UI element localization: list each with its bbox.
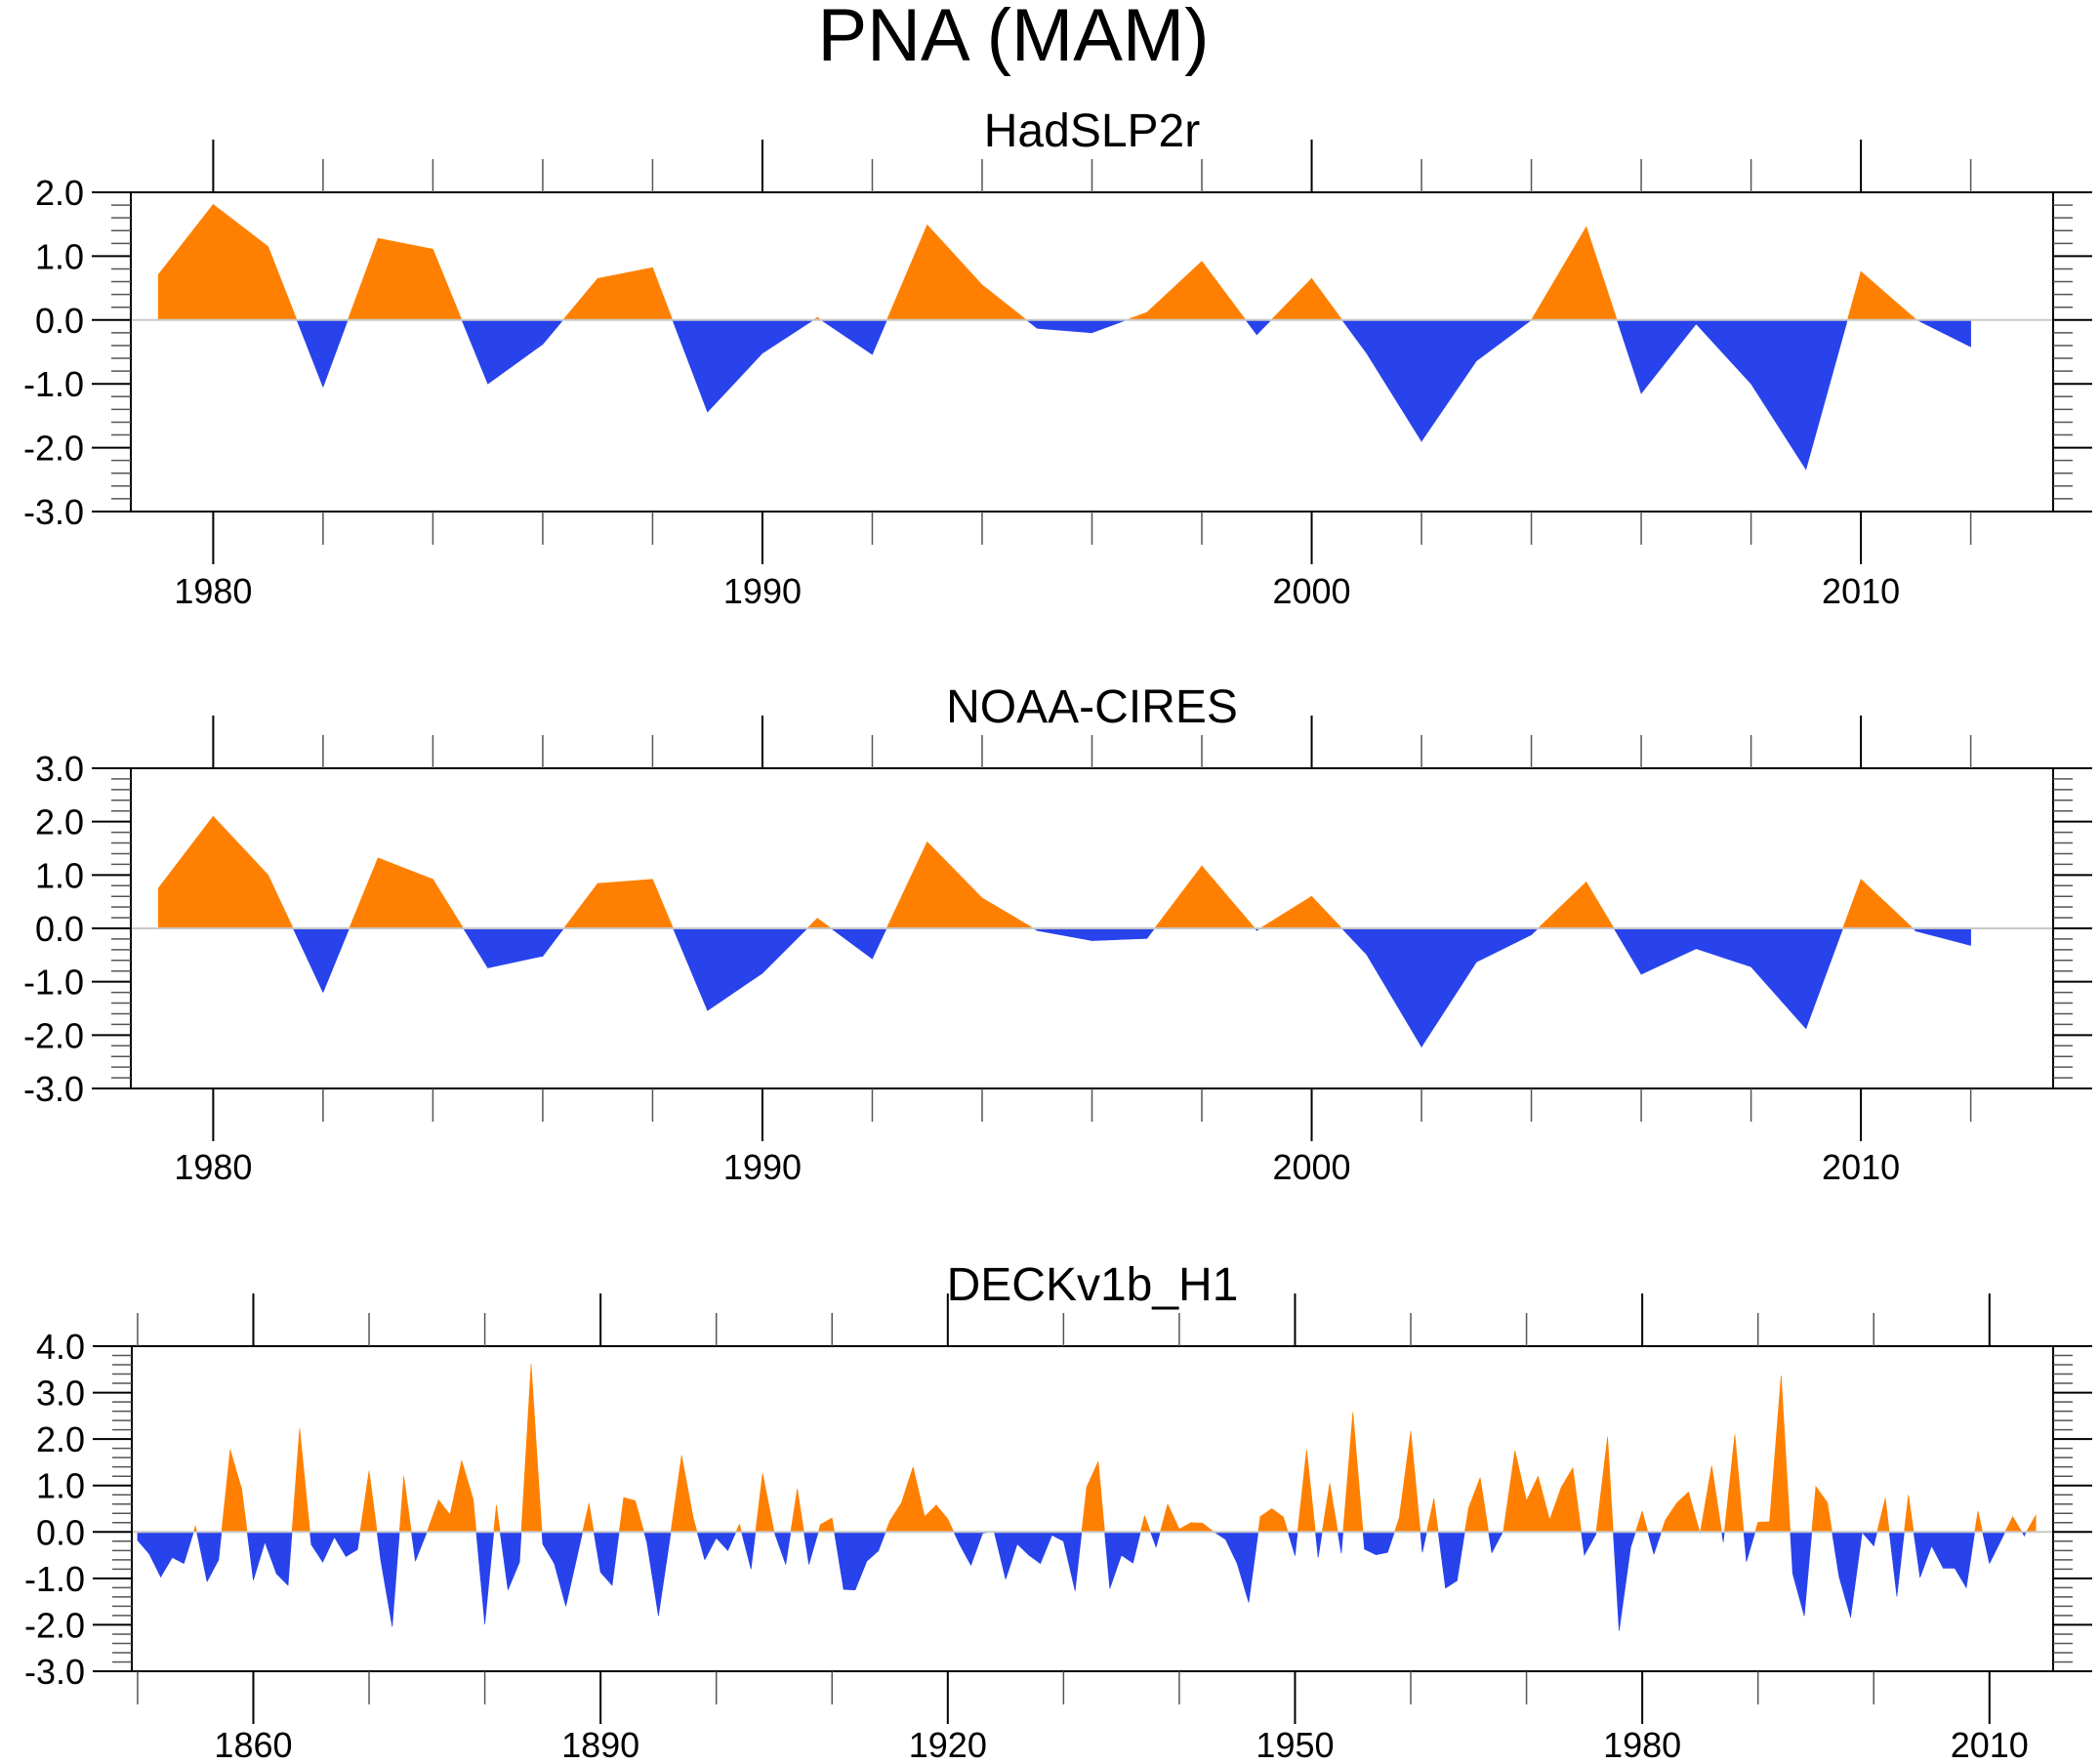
x-tick-label: 2010 xyxy=(1822,571,1900,611)
y-tick-label: 0.0 xyxy=(35,301,84,341)
y-tick-label: 1.0 xyxy=(35,855,84,895)
y-tick-label: 1.0 xyxy=(36,1466,85,1506)
y-tick-label: 2.0 xyxy=(35,173,84,213)
x-tick-label: 2010 xyxy=(1951,1725,2029,1764)
y-tick-label: -2.0 xyxy=(23,429,84,469)
y-tick-label: 3.0 xyxy=(36,1374,85,1414)
negative-anomaly-area xyxy=(137,1531,2028,1631)
x-tick-label: 1950 xyxy=(1256,1725,1334,1764)
y-tick-label: -3.0 xyxy=(23,1069,84,1109)
x-tick-label: 2000 xyxy=(1272,571,1350,611)
panel-title: DECKv1b_H1 xyxy=(947,1259,1239,1311)
panel-hadslp2r: HadSLP2r -3.0 -2.0 -1.0 0.0 1.0 2.0 1980 1990 200… xyxy=(23,105,2092,611)
y-tick-label: 0.0 xyxy=(35,909,84,949)
y-tick-label: -1.0 xyxy=(23,963,84,1003)
panel-deckv1b-h1: DECKv1b_H1 -3.0 -2.0 -1.0 0.0 1.0 2.0 3.0 4.0 186… xyxy=(24,1259,2092,1764)
y-tick-label: -2.0 xyxy=(24,1605,85,1645)
x-tick-label: 1980 xyxy=(1603,1725,1681,1764)
panel-title: NOAA-CIRES xyxy=(946,681,1238,733)
y-tick-label: -1.0 xyxy=(24,1559,85,1599)
x-tick-label: 1860 xyxy=(214,1725,292,1764)
x-tick-label: 1890 xyxy=(561,1725,639,1764)
panel-noaa-cires: NOAA-CIRES -3.0 -2.0 -1.0 0.0 1.0 2.0 3.0 1980 19… xyxy=(23,681,2092,1187)
y-tick-label: 0.0 xyxy=(36,1512,85,1552)
x-tick-label: 2000 xyxy=(1272,1147,1350,1187)
panel-title: HadSLP2r xyxy=(984,105,1200,157)
plot-frame xyxy=(131,1345,2054,1672)
x-tick-label: 1980 xyxy=(174,571,252,611)
y-tick-label: -3.0 xyxy=(23,492,84,532)
negative-anomaly-area xyxy=(296,319,1971,471)
negative-anomaly-area xyxy=(292,927,1971,1048)
y-tick-label: -2.0 xyxy=(23,1015,84,1055)
x-tick-label: 1920 xyxy=(909,1725,987,1764)
y-tick-label: 3.0 xyxy=(35,749,84,789)
x-tick-label: 1990 xyxy=(723,1147,802,1187)
y-tick-label: -1.0 xyxy=(23,364,84,404)
y-tick-label: 1.0 xyxy=(35,236,84,276)
x-tick-label: 1990 xyxy=(723,571,802,611)
positive-anomaly-area xyxy=(157,203,1917,321)
y-tick-label: 2.0 xyxy=(36,1419,85,1459)
x-tick-label: 1980 xyxy=(174,1147,252,1187)
positive-anomaly-area xyxy=(157,815,1915,929)
y-tick-label: 4.0 xyxy=(36,1327,85,1367)
positive-anomaly-area xyxy=(192,1364,2037,1533)
x-tick-label: 2010 xyxy=(1822,1147,1900,1187)
y-tick-label: -3.0 xyxy=(24,1652,85,1692)
y-tick-label: 2.0 xyxy=(35,802,84,842)
figure-title: PNA (MAM) xyxy=(817,0,1209,77)
